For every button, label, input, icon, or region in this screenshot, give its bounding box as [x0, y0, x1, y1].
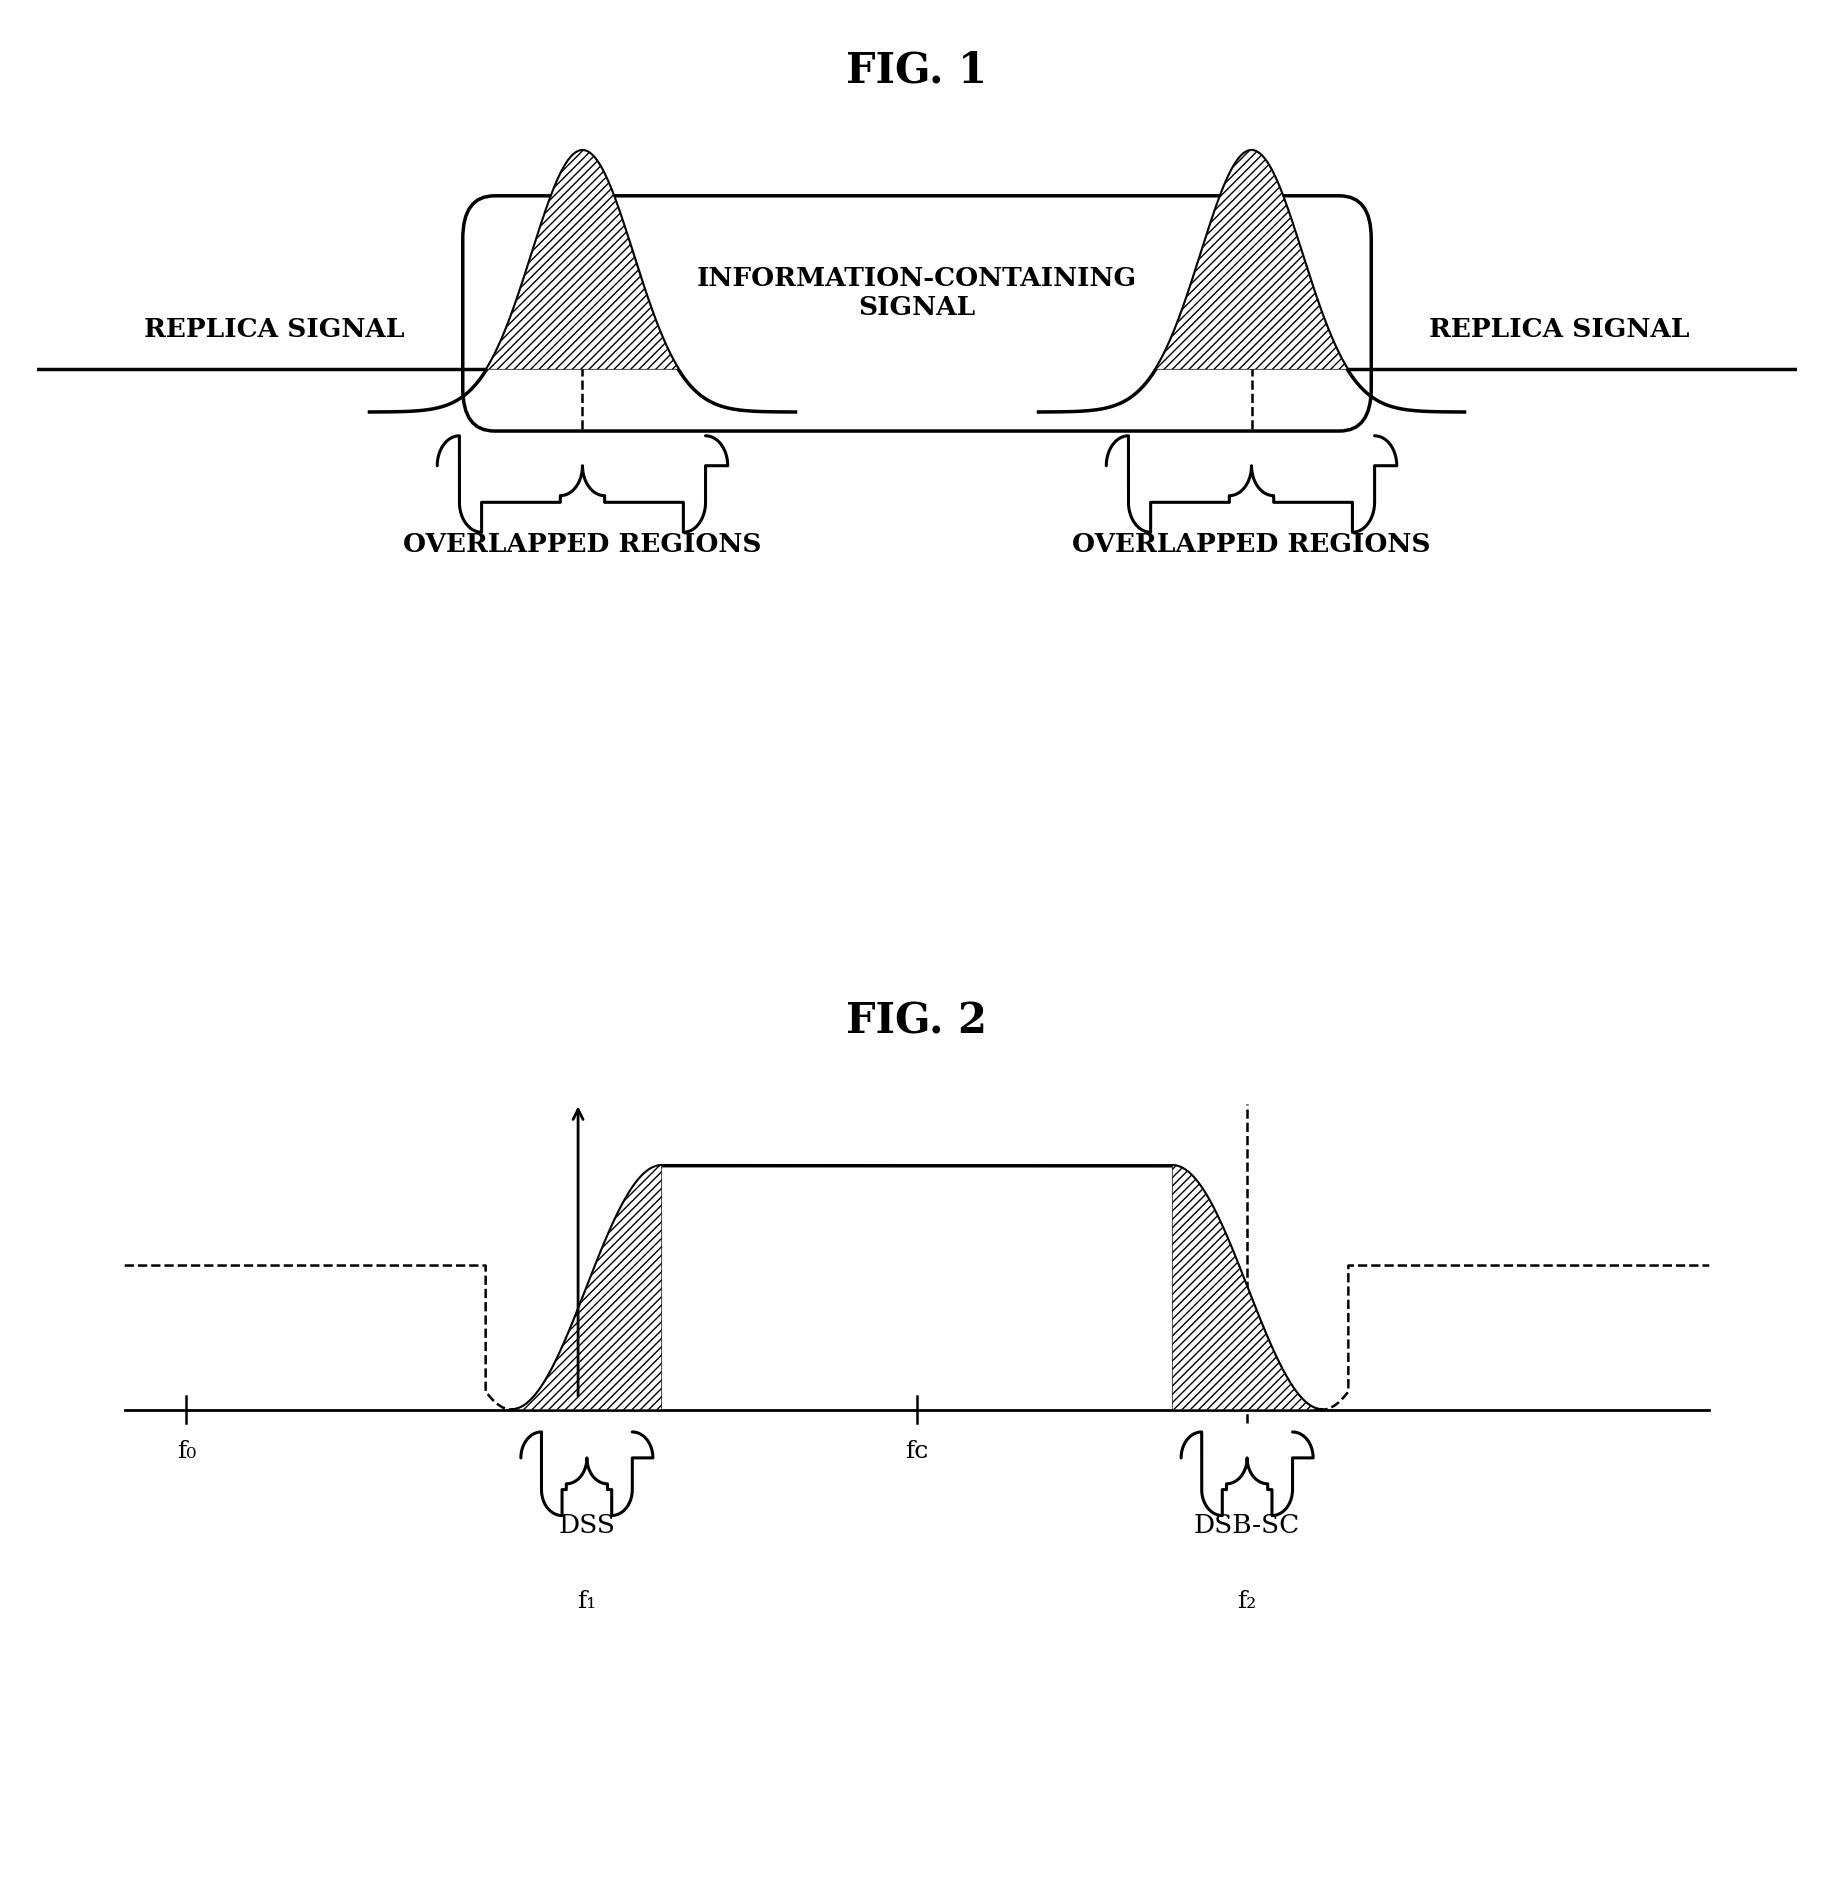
Text: DSS: DSS — [558, 1512, 616, 1538]
Text: fᴄ: fᴄ — [906, 1438, 928, 1463]
Text: REPLICA SIGNAL: REPLICA SIGNAL — [1429, 316, 1689, 342]
Text: OVERLAPPED REGIONS: OVERLAPPED REGIONS — [403, 532, 761, 556]
Text: REPLICA SIGNAL: REPLICA SIGNAL — [145, 316, 405, 342]
Text: FIG. 2: FIG. 2 — [847, 1000, 987, 1042]
Text: f₀: f₀ — [176, 1438, 196, 1463]
Text: DSB-SC: DSB-SC — [1194, 1512, 1300, 1538]
Text: INFORMATION-CONTAINING
SIGNAL: INFORMATION-CONTAINING SIGNAL — [697, 265, 1137, 320]
Text: f₁: f₁ — [578, 1590, 596, 1613]
Text: f₂: f₂ — [1238, 1590, 1256, 1613]
Text: FIG. 1: FIG. 1 — [847, 49, 987, 92]
Text: OVERLAPPED REGIONS: OVERLAPPED REGIONS — [1073, 532, 1431, 556]
